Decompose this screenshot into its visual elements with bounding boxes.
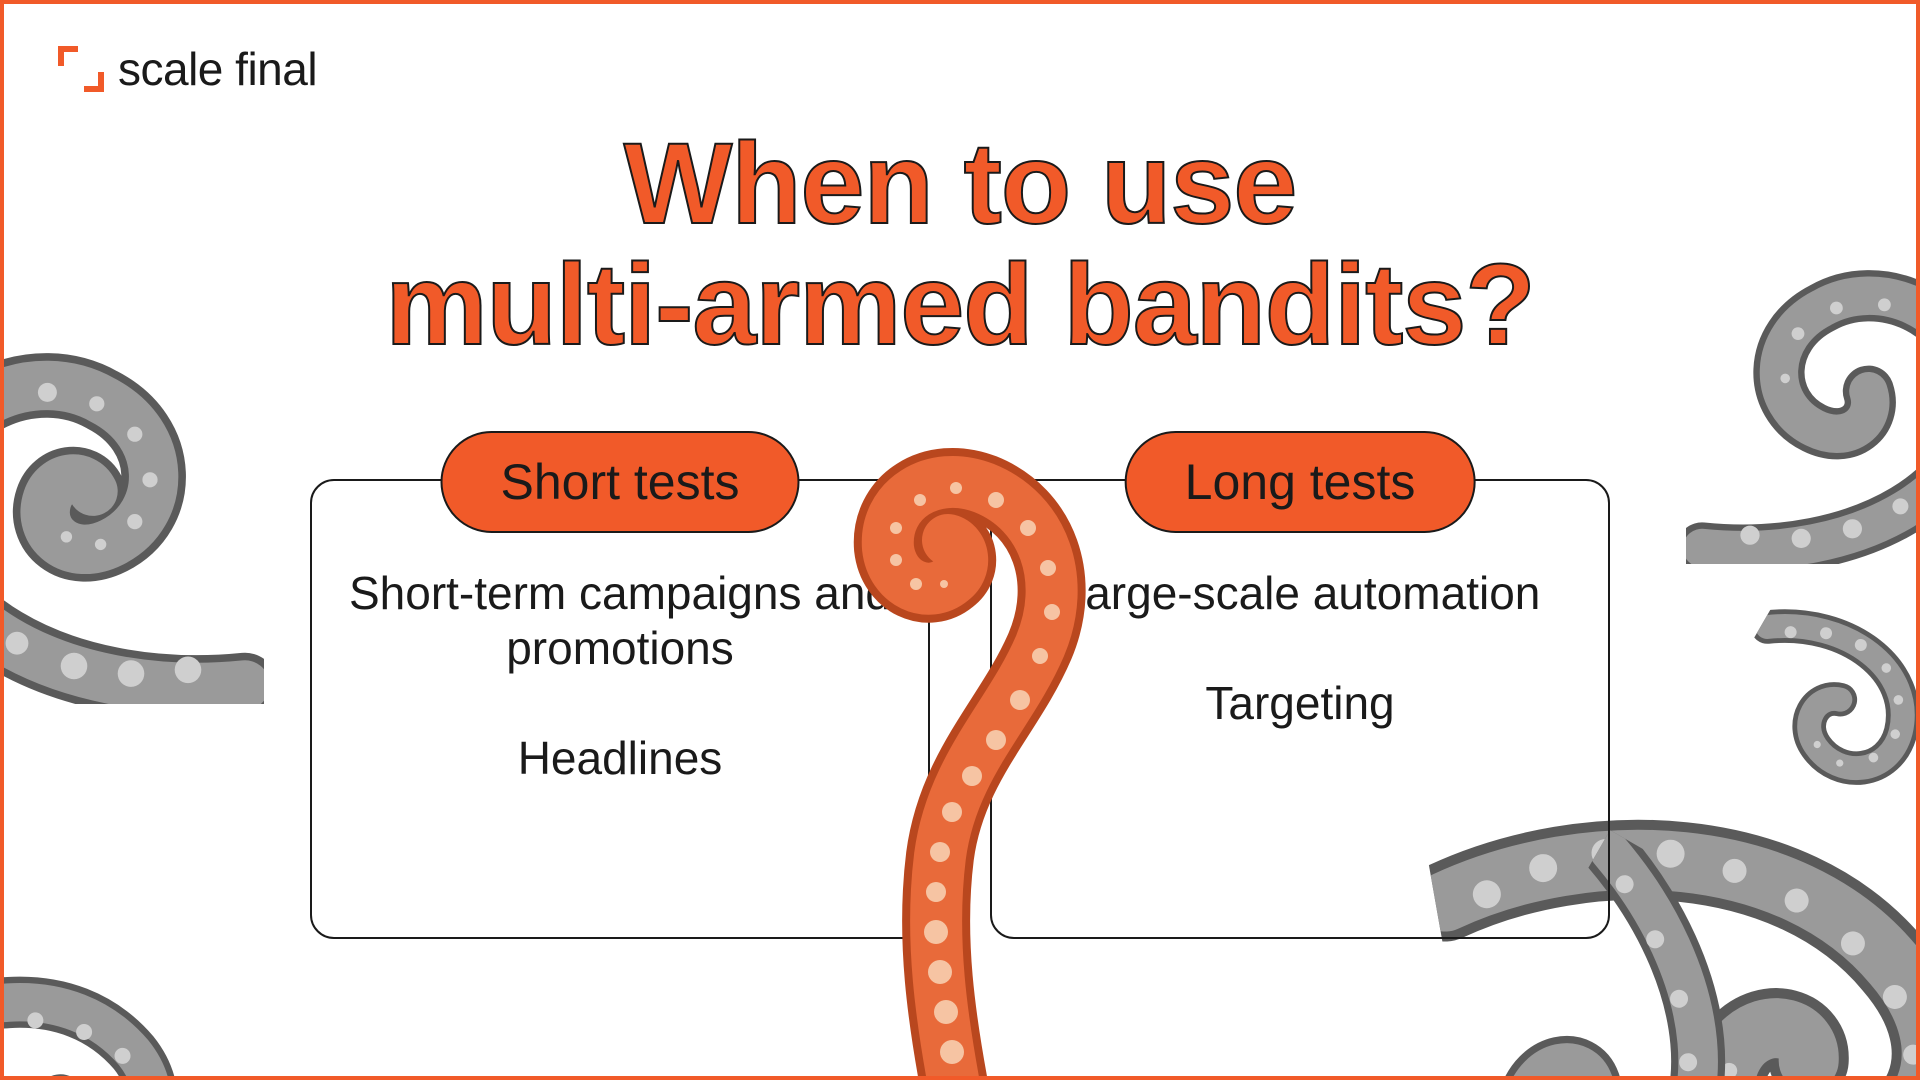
card-item: Short-term campaigns and promotions	[343, 566, 897, 676]
card-short-tests: Short tests Short-term campaigns and pro…	[310, 479, 930, 939]
tentacle-decoration-icon	[0, 811, 289, 1080]
brand-logo: scale final	[58, 42, 317, 96]
card-body: Large-scale automation Targeting	[992, 566, 1608, 731]
card-pill: Long tests	[1125, 431, 1476, 533]
cards-row: Short tests Short-term campaigns and pro…	[310, 479, 1610, 939]
page-title: When to use multi-armed bandits?	[100, 124, 1821, 366]
card-item: Large-scale automation	[1060, 566, 1541, 621]
card-item: Targeting	[1205, 676, 1394, 731]
infographic-canvas: scale final When to use multi-armed band…	[0, 0, 1920, 1080]
logo-text: scale final	[118, 42, 317, 96]
card-body: Short-term campaigns and promotions Head…	[312, 566, 928, 787]
logo-bracket-icon	[58, 46, 104, 92]
card-pill: Short tests	[441, 431, 800, 533]
card-long-tests: Long tests Large-scale automation Target…	[990, 479, 1610, 939]
tentacle-decoration-icon	[0, 324, 264, 704]
title-line-2: multi-armed bandits?	[385, 241, 1534, 369]
card-item: Headlines	[518, 731, 723, 786]
tentacle-decoration-icon	[1702, 520, 1920, 848]
title-line-1: When to use	[624, 120, 1297, 248]
